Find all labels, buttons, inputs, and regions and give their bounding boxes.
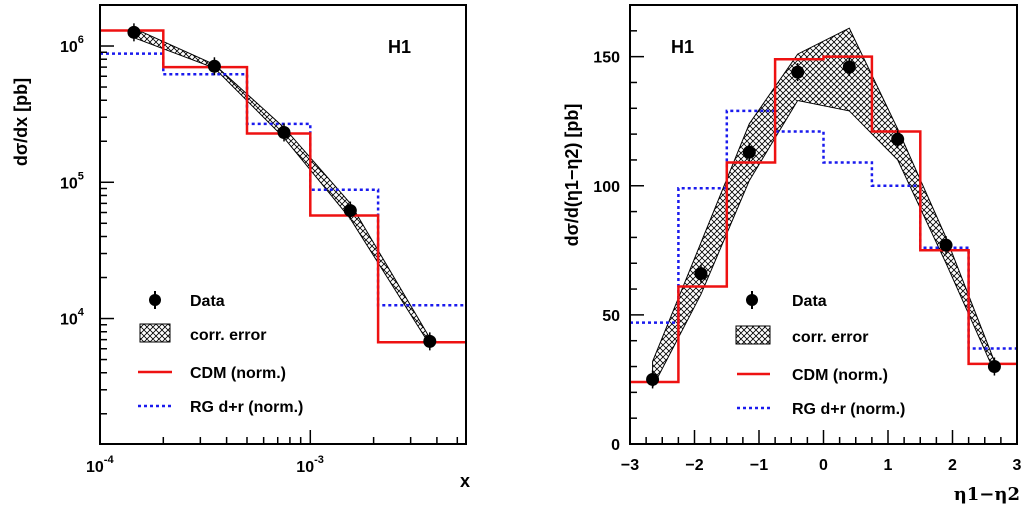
- left-experiment-label: H1: [388, 37, 411, 57]
- legend-rg-label: RG d+r (norm.): [792, 401, 905, 418]
- left-y-tick-label: 104: [60, 307, 85, 329]
- right-ticks-layer: −3 −2 −1 0 1 2 3 0 50 100 150: [593, 4, 1022, 474]
- left-x-tick-label: 10-3: [296, 454, 324, 476]
- right-data-point: [842, 60, 856, 74]
- left-rg-layer: [100, 52, 466, 307]
- right-plot-frame: [629, 4, 1018, 445]
- right-experiment-label: H1: [671, 37, 694, 57]
- left-plot-frame: [99, 4, 467, 445]
- legend-corr-error-label: corr. error: [190, 327, 266, 344]
- legend-data-marker: [149, 294, 161, 306]
- right-legend: Data corr. error CDM (norm.) RG d+r (nor…: [735, 291, 905, 418]
- right-y-tick-label: 50: [602, 308, 620, 325]
- left-y-tick-label: 105: [60, 170, 84, 192]
- right-data-point: [742, 145, 756, 159]
- legend-data-label: Data: [792, 293, 827, 310]
- legend-rg-label: RG d+r (norm.): [190, 399, 303, 416]
- right-x-tick-label: −2: [685, 457, 703, 474]
- right-y-axis-label: dσ/d(η1−η2) [pb]: [562, 104, 582, 247]
- left-data-point: [423, 334, 437, 348]
- right-data-point: [891, 132, 905, 146]
- legend-corr-error-swatch: [735, 325, 771, 345]
- legend-cdm-label: CDM (norm.): [792, 367, 888, 384]
- legend-corr-error-swatch: [139, 323, 171, 343]
- right-data-layer: [646, 57, 1001, 389]
- right-y-tick-label: 100: [593, 179, 620, 196]
- right-data-point: [987, 360, 1001, 374]
- left-y-axis-label: dσ/dx [pb]: [11, 78, 31, 166]
- left-rg-histogram: [100, 52, 466, 307]
- left-data-point: [277, 125, 291, 139]
- left-data-layer: [127, 23, 437, 351]
- right-x-tick-label: −1: [750, 457, 768, 474]
- right-x-tick-label: 2: [948, 457, 957, 474]
- legend-data-marker: [746, 294, 758, 306]
- left-data-point: [127, 25, 141, 39]
- right-x-tick-label: −3: [621, 457, 639, 474]
- left-panel: 10-4 10-3 104 105 106 H1 x dσ/dx [pb] Data c…: [11, 4, 470, 491]
- left-y-tick-label: 106: [60, 34, 84, 56]
- left-x-tick-label: 10-4: [86, 454, 114, 476]
- left-legend: Data corr. error CDM (norm.) RG d+r (nor…: [138, 291, 303, 416]
- right-panel: −3 −2 −1 0 1 2 3 0 50 100 150 H1 η1−η2 dσ/d(η1−η2)…: [562, 4, 1022, 505]
- left-corr-error-band: [133, 27, 431, 347]
- right-data-point: [694, 267, 708, 281]
- left-ticks-layer: 10-4 10-3 104 105 106: [60, 4, 459, 476]
- right-data-point: [646, 372, 660, 386]
- right-x-axis-label: η1−η2: [954, 484, 1020, 505]
- legend-corr-error-label: corr. error: [792, 329, 868, 346]
- right-y-tick-label: 0: [611, 437, 620, 454]
- left-x-axis-label: x: [460, 471, 470, 491]
- right-x-tick-label: 3: [1013, 457, 1022, 474]
- right-x-tick-label: 1: [884, 457, 893, 474]
- left-data-point: [207, 59, 221, 73]
- left-band-layer: [133, 27, 431, 347]
- right-y-tick-label: 150: [593, 50, 620, 67]
- right-data-point: [939, 238, 953, 252]
- right-x-tick-label: 0: [819, 457, 828, 474]
- legend-data-label: Data: [190, 293, 225, 310]
- legend-cdm-label: CDM (norm.): [190, 365, 286, 382]
- left-data-point: [343, 204, 357, 218]
- right-data-point: [791, 65, 805, 79]
